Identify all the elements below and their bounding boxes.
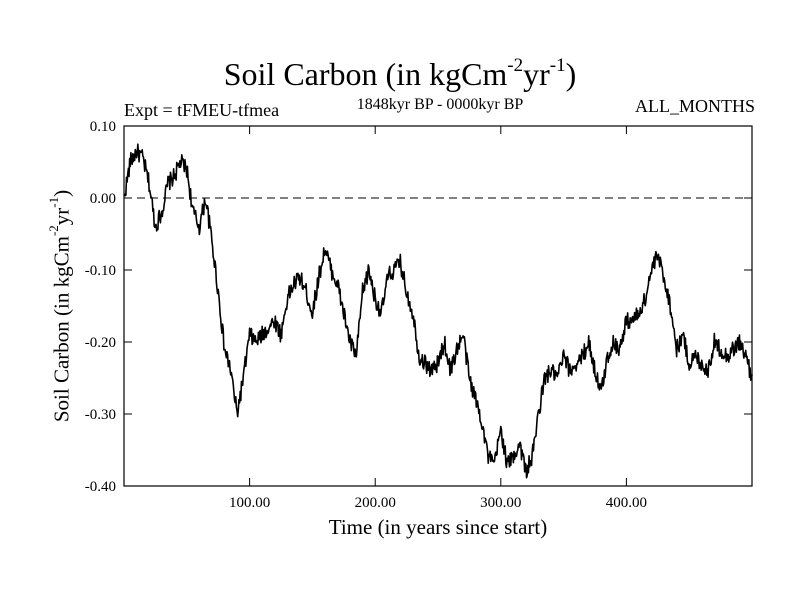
chart-title-close: )	[565, 56, 577, 92]
chart-title-unit: yr	[523, 56, 550, 92]
x-tick-label: 300.00	[480, 495, 521, 511]
y-tick-label: -0.30	[85, 407, 116, 423]
x-axis-label: Time (in years since start)	[328, 515, 548, 539]
x-tick-label: 400.00	[606, 495, 647, 511]
y-tick-label: 0.00	[90, 191, 116, 207]
y-axis-label-main: Soil Carbon (in kgCm	[49, 236, 74, 423]
chart-title-exponent-2: -1	[549, 54, 566, 76]
experiment-label: Expt = tFMEU-tfmea	[124, 100, 280, 120]
chart-title-main: Soil Carbon (in kgCm	[223, 56, 508, 92]
y-tick-label: -0.10	[85, 263, 116, 279]
period-label: 1848kyr BP - 0000kyr BP	[356, 96, 524, 113]
x-tick-label: 200.00	[355, 495, 396, 511]
y-tick-label: 0.10	[90, 119, 116, 135]
y-axis-label: Soil Carbon (in kgCm-2yr-1)	[46, 189, 75, 423]
y-tick-label: -0.40	[85, 479, 116, 495]
chart-title-exponent-1: -2	[507, 54, 524, 76]
plot-frame	[123, 125, 753, 487]
chart-title: Soil Carbon (in kgCm-2yr-1)	[0, 56, 800, 93]
y-axis-label-unit: yr	[49, 207, 74, 226]
months-label: ALL_MONTHS	[635, 96, 755, 116]
y-axis-label-exponent-2: -1	[46, 196, 62, 208]
y-tick-label: -0.20	[85, 335, 116, 351]
y-axis-label-close: )	[49, 189, 74, 197]
soil-carbon-series-line	[123, 143, 753, 479]
y-axis-label-exponent-1: -2	[46, 225, 62, 237]
x-tick-label: 100.00	[229, 495, 270, 511]
